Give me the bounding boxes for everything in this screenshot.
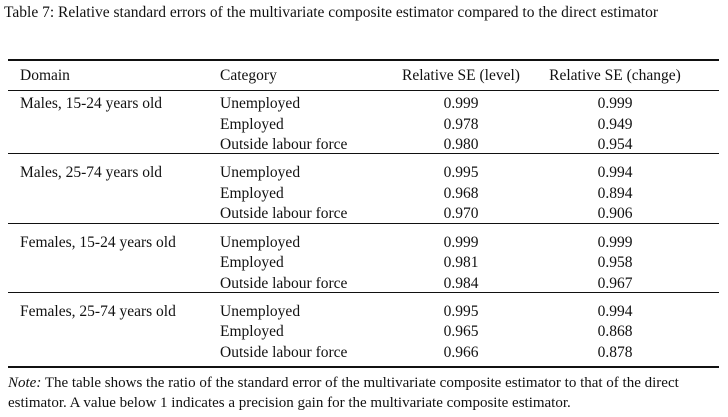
change-value: 0.868	[597, 323, 633, 341]
category-label: Employed	[220, 254, 284, 272]
category-label: Employed	[220, 323, 284, 341]
change-value: 0.894	[597, 184, 633, 202]
category-label: Unemployed	[220, 95, 301, 112]
level-value: 0.980	[443, 136, 479, 153]
category-label: Outside labour force	[220, 274, 348, 292]
category-label: Outside labour force	[220, 205, 348, 223]
note-label: Note:	[8, 375, 42, 391]
change-value: 0.994	[597, 164, 633, 182]
change-value: 0.999	[597, 95, 633, 112]
level-value: 0.978	[443, 115, 479, 133]
category-label: Employed	[220, 115, 284, 133]
level-value: 0.966	[443, 343, 479, 361]
level-value: 0.970	[443, 205, 479, 223]
domain-label: Males, 15-24 years old	[20, 95, 163, 112]
table-note: Note: The table shows the ratio of the s…	[8, 373, 723, 413]
change-value: 0.967	[597, 274, 633, 292]
level-value: 0.965	[443, 323, 479, 341]
category-label: Outside labour force	[220, 136, 348, 153]
change-value: 0.999	[597, 233, 633, 251]
change-value: 0.878	[597, 343, 633, 361]
table-rule	[8, 59, 719, 61]
change-value: 0.994	[597, 302, 633, 320]
table-rule	[8, 90, 719, 91]
level-value: 0.995	[443, 302, 479, 320]
table-rule	[8, 153, 719, 155]
table-rule	[8, 222, 719, 224]
change-value: 0.954	[597, 136, 633, 153]
column-header: Relative SE (change)	[549, 67, 681, 84]
table-rule	[8, 291, 719, 293]
level-value: 0.999	[443, 95, 479, 112]
domain-label: Females, 15-24 years old	[20, 233, 176, 251]
category-label: Unemployed	[220, 164, 301, 182]
column-header: Relative SE (level)	[402, 67, 520, 84]
category-label: Unemployed	[220, 302, 301, 320]
level-value: 0.999	[443, 233, 479, 251]
level-value: 0.968	[443, 184, 479, 202]
level-value: 0.984	[443, 274, 479, 292]
level-value: 0.995	[443, 164, 479, 182]
change-value: 0.906	[597, 205, 633, 223]
change-value: 0.949	[597, 115, 633, 133]
domain-label: Males, 25-74 years old	[20, 164, 163, 182]
category-label: Employed	[220, 184, 284, 202]
change-value: 0.958	[597, 254, 633, 272]
table-rule	[8, 366, 719, 368]
column-header: Domain	[20, 67, 70, 84]
domain-label: Females, 25-74 years old	[20, 302, 176, 320]
note-text: The table shows the ratio of the standar…	[8, 375, 679, 411]
category-label: Unemployed	[220, 233, 301, 251]
column-header: Category	[220, 67, 277, 84]
table-caption: Table 7: Relative standard errors of the…	[4, 4, 658, 21]
category-label: Outside labour force	[220, 343, 348, 361]
level-value: 0.981	[443, 254, 479, 272]
